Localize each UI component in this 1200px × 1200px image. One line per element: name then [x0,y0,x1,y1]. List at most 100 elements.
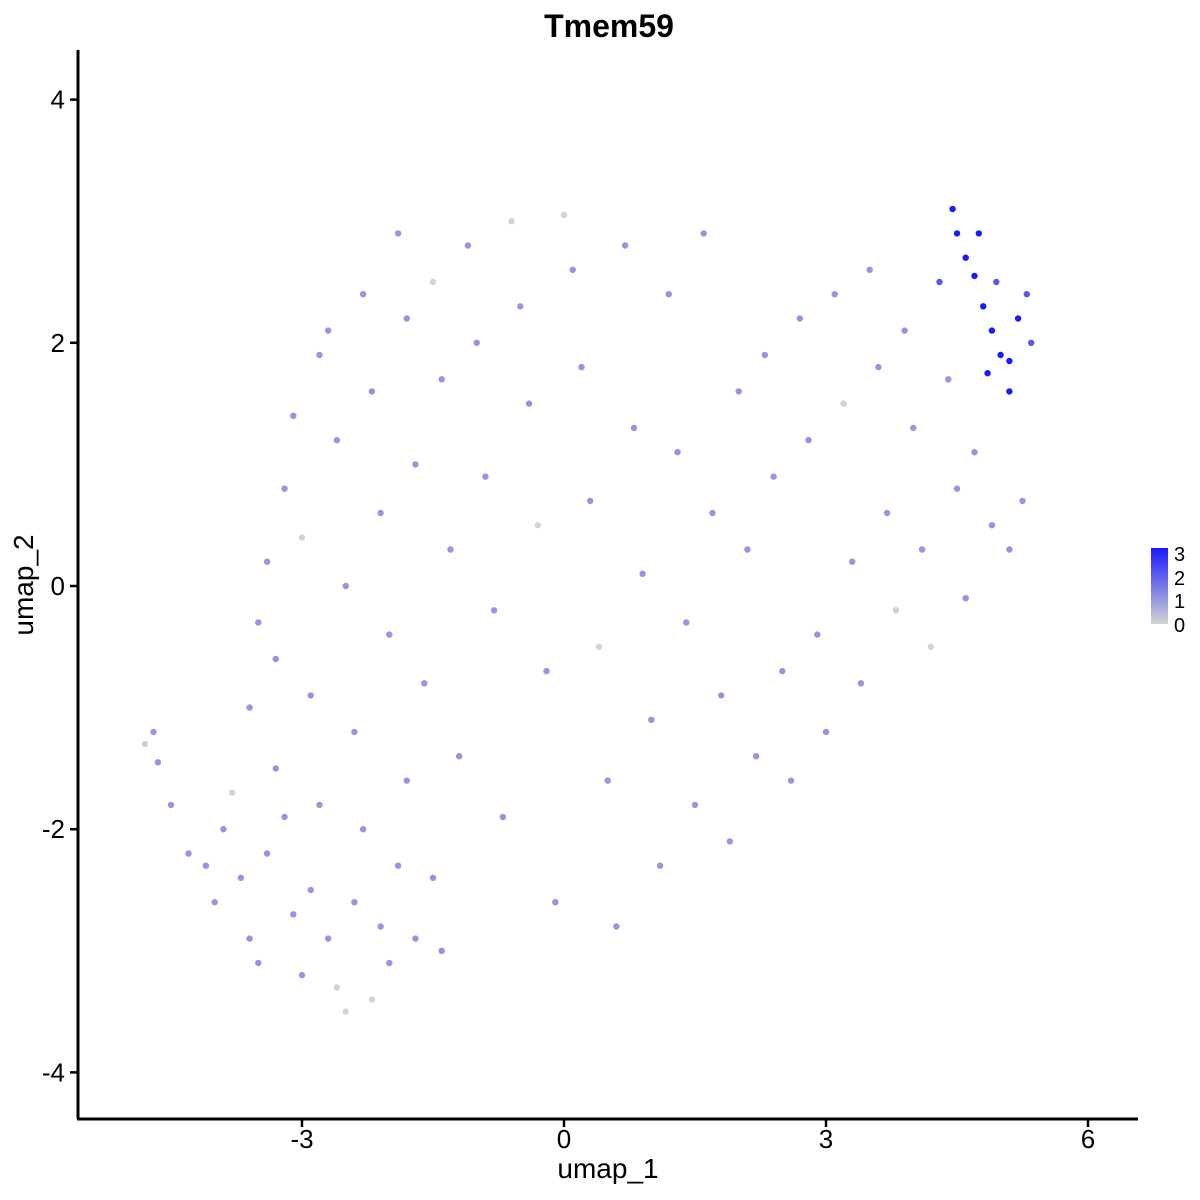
cell-point [953,485,961,492]
cell-point [263,850,271,857]
cell-point [316,351,323,359]
cell-point [255,619,262,626]
cell-point [456,753,463,760]
cell-point [910,424,917,432]
cell-point [377,923,384,930]
cell-point [429,278,437,286]
cell-point [394,230,402,237]
cell-point [508,218,515,225]
cell-point [412,461,419,468]
cell-point [875,363,882,371]
cell-point [866,266,873,273]
legend-label-2: 2 [1174,568,1185,590]
x-axis-title: umap_1 [557,1153,658,1184]
y-tick-label: 2 [51,328,65,358]
colorbar-legend: 3 2 1 0 [1151,544,1185,637]
cell-point [849,558,856,565]
cell-point [1019,497,1026,505]
cell-point [246,935,253,942]
x-tick-label: -3 [290,1124,313,1154]
cell-point [726,838,734,845]
x-tick-label: 0 [557,1124,571,1154]
cell-point [255,959,262,967]
cell-point [761,351,769,359]
cell-point [787,777,795,784]
cell-point [971,272,978,280]
legend-label-3: 3 [1174,544,1185,566]
cell-point [1028,339,1035,346]
cell-point [980,303,987,310]
cell-point [447,546,454,553]
cell-point [648,716,655,723]
cell-point [613,923,620,930]
cell-point [1006,357,1013,365]
cell-point [403,777,410,784]
cell-point [639,570,646,577]
cell-point [953,230,961,237]
cell-point [997,351,1004,359]
cell-point [211,899,218,906]
cell-point [333,436,341,444]
cell-point [473,339,480,346]
cell-point [386,631,393,638]
cell-point [857,680,865,687]
cell-point [377,509,384,517]
cell-point [901,327,908,334]
cell-point [298,534,306,541]
cell-point [840,400,847,407]
cell-point [167,801,175,809]
cell-point [665,291,672,298]
cell-point [796,315,803,322]
y-tick-label: 4 [51,85,65,115]
cell-point [543,667,550,675]
cell-point [822,728,830,736]
cell-point [674,449,681,456]
cell-point [246,704,253,711]
cell-point [298,971,306,979]
cell-point [587,497,594,505]
cell-point [962,595,969,602]
cell-point [263,558,271,565]
cell-point [281,485,288,492]
y-axis-title: umap_2 [8,534,39,635]
cell-point [595,643,603,650]
cell-point [464,242,472,249]
cell-point [333,984,341,991]
cell-point [560,211,568,219]
cell-point [342,582,349,590]
cell-point [779,667,786,675]
cell-point [534,522,541,529]
cell-point [927,643,934,650]
cell-point [394,862,402,869]
cell-point [368,388,376,395]
cell-point [281,813,288,821]
cell-point [316,801,323,809]
cell-point [735,388,742,395]
cell-point [421,680,428,687]
cell-point [351,899,358,906]
colorbar [1151,548,1168,624]
cell-point [949,205,956,213]
cell-point [499,813,507,821]
cell-point [412,935,419,942]
cell-point [307,692,314,699]
cell-point [517,303,524,310]
cell-point [185,850,192,857]
cell-point [630,424,638,432]
cell-point [228,789,236,796]
cell-point [429,874,437,881]
cell-point [342,1008,349,1015]
cell-point [971,449,978,456]
y-tick-label: -4 [42,1057,65,1087]
cell-point [307,886,314,894]
cell-point [604,777,611,784]
cell-point [814,631,821,638]
cell-point [805,436,812,444]
points-layer [141,205,1035,1015]
x-tick-label: 3 [819,1124,833,1154]
cell-point [892,607,900,614]
cell-point [962,254,969,261]
x-tick-label: 6 [1081,1124,1095,1154]
cell-point [718,692,725,699]
